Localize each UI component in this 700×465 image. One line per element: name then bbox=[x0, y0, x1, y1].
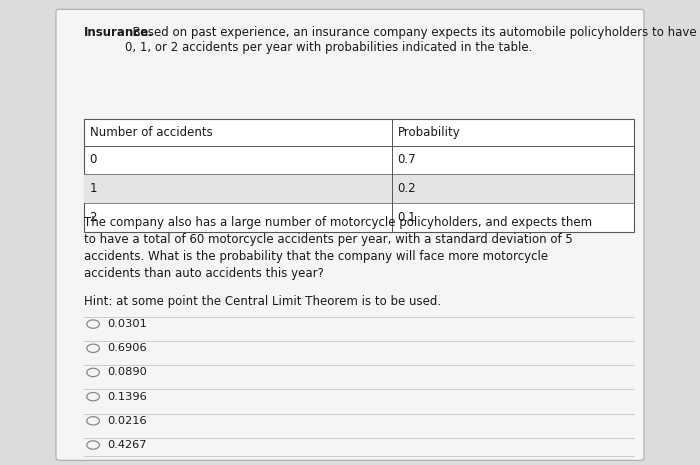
Text: 0.1396: 0.1396 bbox=[107, 392, 147, 402]
Text: Insurance.: Insurance. bbox=[84, 26, 154, 39]
Text: 0.6906: 0.6906 bbox=[107, 343, 147, 353]
FancyBboxPatch shape bbox=[56, 9, 644, 460]
Text: 0.1: 0.1 bbox=[398, 211, 416, 224]
Text: Number of accidents: Number of accidents bbox=[90, 126, 212, 139]
Text: 1: 1 bbox=[90, 182, 97, 195]
Text: 0.4267: 0.4267 bbox=[107, 440, 146, 450]
Text: 0.0890: 0.0890 bbox=[107, 367, 147, 378]
Text: 0: 0 bbox=[90, 153, 97, 166]
Bar bbox=[84, 119, 634, 232]
Text: 0.7: 0.7 bbox=[398, 153, 416, 166]
Text: 0.0301: 0.0301 bbox=[107, 319, 147, 329]
Text: Probability: Probability bbox=[398, 126, 461, 139]
Text: Hint: at some point the Central Limit Theorem is to be used.: Hint: at some point the Central Limit Th… bbox=[84, 295, 441, 308]
Text: 2: 2 bbox=[90, 211, 97, 224]
Bar bbox=[84, 174, 634, 203]
Text: Based on past experience, an insurance company expects its automobile policyhold: Based on past experience, an insurance c… bbox=[125, 26, 697, 53]
Text: 0.0216: 0.0216 bbox=[107, 416, 147, 426]
Text: 0.2: 0.2 bbox=[398, 182, 416, 195]
Text: The company also has a large number of motorcycle policyholders, and expects the: The company also has a large number of m… bbox=[84, 216, 592, 280]
